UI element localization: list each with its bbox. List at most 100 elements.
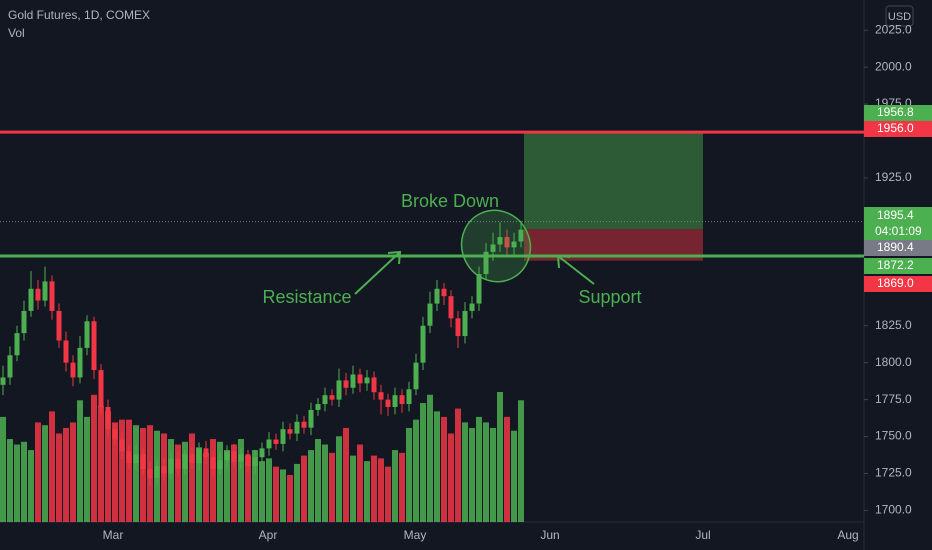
candle-body [91, 321, 97, 371]
volume-bar [413, 419, 419, 522]
volume-bar [280, 469, 286, 522]
candle-body [504, 237, 510, 248]
candle-body [7, 355, 13, 378]
candle-body [196, 448, 202, 464]
candle-body [70, 362, 76, 378]
volume-bar [21, 441, 27, 522]
resistance-arrow [354, 250, 402, 295]
candle-body [441, 288, 447, 297]
volume-bar [483, 422, 489, 522]
candle-body [462, 310, 468, 337]
candle-body [210, 457, 216, 470]
volume-bar [462, 422, 468, 522]
volume-bar [399, 452, 405, 522]
x-tick-label: May [404, 528, 427, 542]
candle-body [21, 310, 27, 334]
candle-body [175, 458, 181, 470]
volume-bar [98, 405, 104, 522]
y-tick-label: 1775.0 [875, 392, 912, 406]
y-tick-label: 1700.0 [875, 503, 912, 517]
price-label-box [864, 258, 932, 274]
volume-bar [35, 422, 41, 522]
candle-body [406, 389, 412, 405]
candle-body [385, 399, 391, 407]
chart-title: Gold Futures, 1D, COMEX [8, 8, 150, 22]
candle-body [112, 429, 118, 440]
volume-bar [364, 461, 370, 522]
price-label-box [864, 105, 932, 121]
volume-bar [259, 461, 265, 522]
candle-body [77, 347, 83, 378]
candle-body [483, 251, 489, 274]
volume-bar [518, 400, 524, 522]
volume-bar [0, 416, 6, 522]
volume-bar [301, 455, 307, 522]
candle-body [476, 274, 482, 304]
candle-body [427, 303, 433, 326]
currency[interactable]: USD [888, 11, 911, 23]
candle-body [392, 395, 398, 407]
candle-body [364, 377, 370, 384]
volume-bar [77, 400, 83, 522]
y-tick-label: 2000.0 [875, 59, 912, 73]
candle-body [217, 460, 223, 470]
candle-body [14, 333, 20, 356]
volume-bar [91, 394, 97, 522]
volume-bar [70, 422, 76, 522]
y-tick-label: 1800.0 [875, 355, 912, 369]
candle-body [301, 421, 307, 428]
candle-body [35, 288, 41, 301]
candle-body [469, 303, 475, 311]
volume-bar [210, 439, 216, 522]
price-label-box [864, 121, 932, 137]
y-tick-label: 1725.0 [875, 466, 912, 480]
candle-body [231, 451, 237, 462]
candle-body [371, 377, 377, 393]
candle-body [119, 439, 125, 452]
candle-body [154, 466, 160, 478]
volume-bar [434, 411, 440, 522]
candle-body [126, 451, 132, 464]
annotation: Resistance [262, 287, 351, 307]
volume-bar [343, 427, 349, 522]
candle-body [0, 377, 6, 385]
volume-bar [406, 427, 412, 522]
volume-bar [385, 466, 391, 522]
volume-bar [7, 439, 13, 522]
x-tick-label: Aug [837, 528, 858, 542]
countdown: 04:01:09 [875, 224, 922, 238]
candle-body [182, 454, 188, 470]
volume-bar [497, 392, 503, 522]
price-label: 1890.4 [877, 240, 914, 254]
volume-bar [252, 450, 258, 522]
currency-box[interactable] [885, 5, 914, 27]
volume-bar [427, 394, 433, 522]
volume-bar [273, 466, 279, 522]
candle-body [189, 454, 195, 464]
volume-bar [56, 433, 62, 522]
volume-bar [175, 444, 181, 522]
candle-body [511, 241, 517, 248]
candle-body [294, 421, 300, 434]
volume-bar [420, 403, 426, 522]
candle-body [42, 281, 48, 301]
volume-bar [357, 444, 363, 522]
x-tick-label: Jun [540, 528, 559, 542]
volume-bar [42, 425, 48, 522]
candle-body [63, 340, 69, 363]
candle-body [84, 321, 90, 348]
candle-body [455, 318, 461, 337]
candle-body [280, 429, 286, 444]
volume-bar [322, 444, 328, 522]
price-label: 1895.4 [877, 208, 914, 222]
candle-body [49, 281, 55, 311]
candle-body [133, 454, 139, 464]
candle-body [245, 454, 251, 467]
price-label: 1956.0 [877, 121, 914, 135]
plot [0, 130, 864, 522]
candle-body [140, 454, 146, 470]
candle-body [252, 457, 258, 467]
price-label: 1869.0 [877, 276, 914, 290]
candle-body [413, 362, 419, 390]
volume-bar [217, 441, 223, 522]
